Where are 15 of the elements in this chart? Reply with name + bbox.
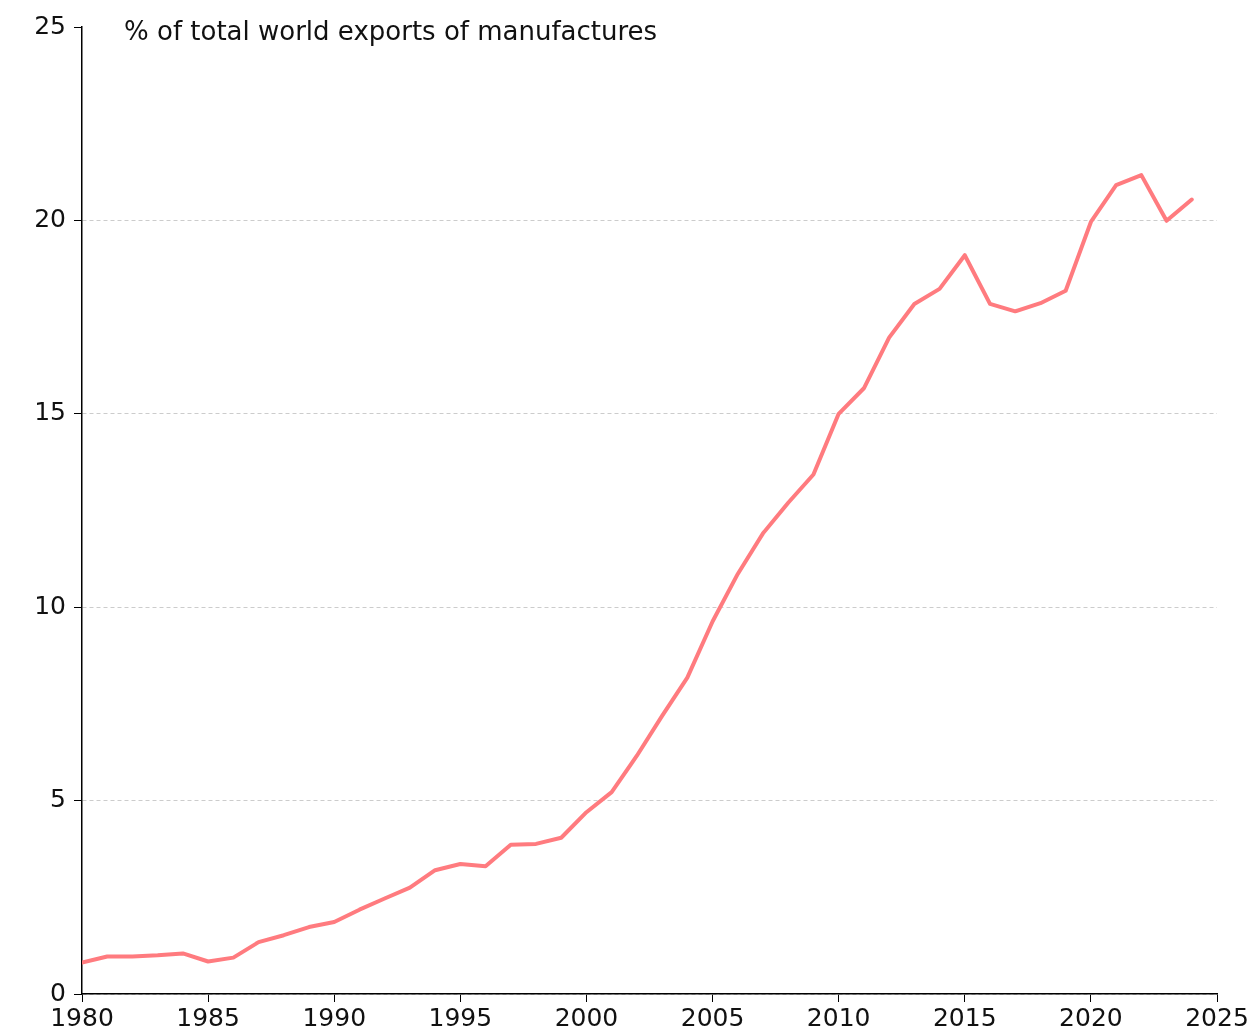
y-tick-label: 20 [34,203,66,233]
x-tick-label: 2010 [806,1002,871,1032]
x-tick-label: 1995 [428,1002,493,1032]
x-tick-label: 2025 [1185,1002,1249,1032]
y-tick-label: 5 [50,784,66,814]
y-axis-title: % of total world exports of manufactures [124,15,658,46]
x-tick-label: 2015 [932,1002,997,1032]
y-tick-label: 15 [34,397,66,427]
x-tick-label: 2005 [680,1002,745,1032]
x-tick-label: 2020 [1059,1002,1123,1032]
y-tick-label: 25 [34,10,66,40]
x-tick-label: 1985 [176,1002,240,1032]
x-tick-label: 2000 [554,1002,619,1032]
x-tick-label: 1990 [302,1002,367,1032]
y-tick-label: 10 [34,590,66,620]
